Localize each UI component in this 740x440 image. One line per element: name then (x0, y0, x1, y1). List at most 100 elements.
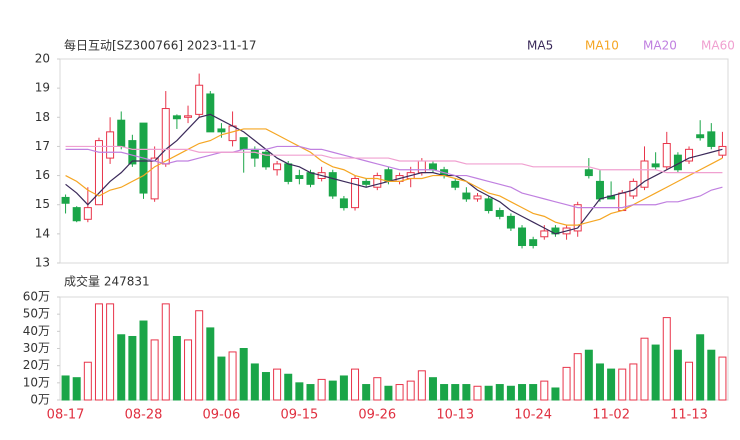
ma-line (65, 113, 723, 235)
candle-body (228, 125, 237, 142)
volume-bar (629, 363, 638, 401)
legend-entry: MA20 (643, 39, 677, 53)
x-tick-label: 10-24 (514, 408, 552, 423)
candle-body (662, 143, 671, 168)
candle-body (540, 230, 549, 238)
y-tick-label: 16 (35, 168, 50, 182)
volume-bar (139, 320, 148, 401)
volume-bar (651, 344, 660, 401)
volume-bar (250, 363, 259, 401)
candle-body (384, 169, 393, 182)
candle-body (484, 198, 493, 212)
volume-bar (261, 372, 270, 401)
volume-bar (484, 385, 493, 401)
volume-bar (273, 368, 282, 401)
y-tick-label: 40万 (23, 324, 50, 338)
x-tick-label: 11-13 (670, 408, 708, 423)
candle-body (295, 175, 304, 179)
volume-bar (406, 380, 415, 401)
y-tick-label: 13 (35, 256, 50, 270)
candle-body (373, 175, 382, 188)
volume-bar (707, 349, 716, 401)
candle-body (284, 163, 293, 182)
volume-bar (172, 335, 181, 401)
candle-body (106, 131, 115, 159)
volume-bar (117, 334, 126, 401)
volume-bar (362, 384, 371, 401)
candle-body (629, 180, 638, 197)
candle-body (172, 115, 181, 120)
volume-bar (72, 377, 81, 401)
x-tick-label: 09-26 (358, 408, 396, 423)
candle-body (473, 195, 482, 200)
candle-body (362, 180, 371, 185)
volume-bar (573, 353, 582, 401)
volume-bar (618, 368, 627, 401)
y-tick-label: 10万 (23, 375, 50, 389)
volume-bar (150, 339, 159, 401)
candle-body (351, 177, 360, 209)
volume-bar (128, 335, 137, 401)
volume-bar (495, 384, 504, 401)
candle-body (239, 137, 248, 150)
candle-body (428, 163, 437, 171)
volume-bar (584, 349, 593, 401)
volume-bar (718, 356, 727, 401)
volume-bar (106, 303, 115, 401)
candle-body (328, 172, 337, 197)
candle-body (640, 160, 649, 188)
ma-line (65, 145, 723, 209)
candle-body (206, 93, 215, 133)
candle-body (128, 140, 137, 165)
candle-body (217, 128, 226, 133)
candle-body (495, 210, 504, 217)
y-tick-label: 30万 (23, 341, 50, 355)
y-tick-label: 20万 (23, 358, 50, 372)
candle-body (685, 148, 694, 162)
x-tick-label: 10-13 (436, 408, 474, 423)
candle-body (250, 148, 259, 159)
volume-bar (506, 385, 515, 401)
y-tick-label: 15 (35, 197, 50, 211)
volume-bar (295, 382, 304, 401)
candle-body (651, 163, 660, 168)
volume-bar (328, 380, 337, 401)
x-tick-label: 09-15 (280, 408, 318, 423)
volume-bar (462, 384, 471, 401)
volume-bar (696, 334, 705, 401)
candle-body (595, 180, 604, 200)
y-tick-label: 18 (35, 110, 50, 124)
y-tick-label: 60万 (23, 290, 50, 304)
volume-bar (195, 310, 204, 401)
candle-body (339, 198, 348, 209)
y-tick-label: 0万 (30, 393, 50, 407)
candle-body (718, 145, 727, 156)
volume-bar (562, 366, 571, 401)
volume-bar (217, 356, 226, 401)
volume-bar (518, 384, 527, 401)
volume-title: 成交量 247831 (64, 274, 150, 289)
volume-bar (417, 370, 426, 401)
volume-bar (317, 378, 326, 401)
candle-body (161, 108, 170, 165)
volume-bar (339, 375, 348, 401)
volume-bar (384, 385, 393, 401)
y-tick-label: 50万 (23, 307, 50, 321)
volume-bar (306, 384, 315, 401)
volume-bar (284, 373, 293, 401)
x-tick-label: 08-17 (47, 408, 85, 423)
volume-bar (595, 363, 604, 401)
volume-bar (473, 385, 482, 401)
volume-bar (451, 384, 460, 401)
volume-bar (529, 384, 538, 401)
price-frame (59, 58, 729, 264)
volume-bar (161, 303, 170, 401)
ma-line (65, 128, 723, 226)
legend-entry: MA10 (585, 39, 619, 53)
volume-bar (206, 327, 215, 401)
volume-bar (551, 387, 560, 401)
candle-body (83, 207, 92, 220)
volume-bar (440, 384, 449, 401)
legend-entry: MA60 (701, 39, 735, 53)
